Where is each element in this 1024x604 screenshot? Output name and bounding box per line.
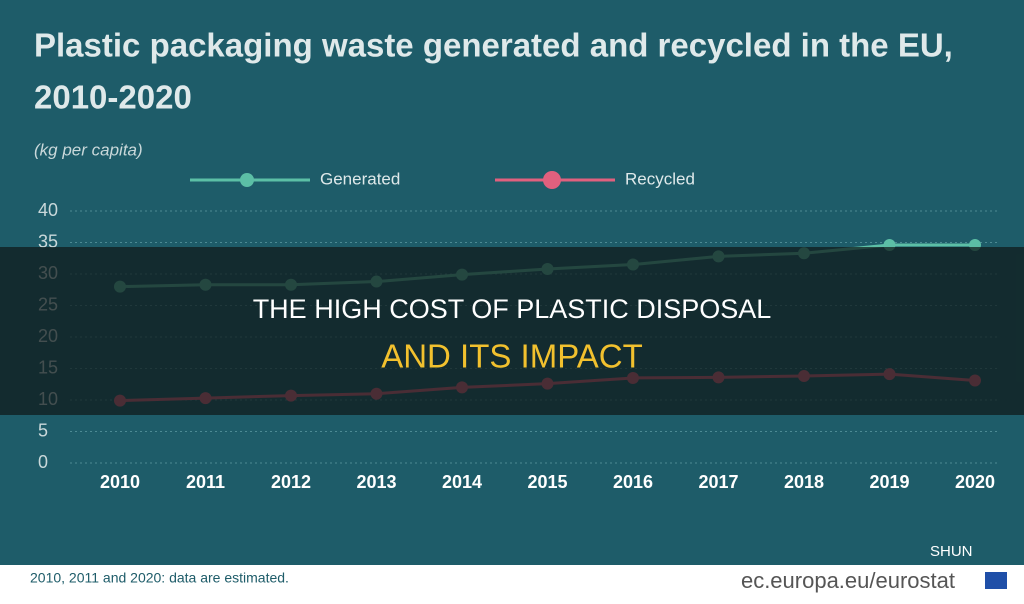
y-tick-label: 35 (38, 231, 58, 251)
x-tick-label: 2016 (613, 472, 653, 492)
overlay-band (0, 247, 1024, 415)
legend-marker (240, 173, 254, 187)
x-tick-label: 2013 (356, 472, 396, 492)
eu-flag (985, 572, 1007, 589)
y-tick-label: 40 (38, 200, 58, 220)
footnote: 2010, 2011 and 2020: data are estimated. (30, 570, 289, 586)
x-tick-label: 2020 (955, 472, 995, 492)
watermark: SHUN (930, 543, 973, 560)
x-tick-label: 2011 (186, 472, 225, 492)
x-tick-label: 2018 (784, 472, 824, 492)
x-tick-label: 2012 (271, 472, 311, 492)
chart-title: Plastic packaging waste generated and re… (34, 27, 953, 64)
x-tick-label: 2017 (698, 472, 738, 492)
source: ec.europa.eu/eurostat (741, 568, 955, 593)
footer-bg (0, 565, 1024, 604)
legend-marker (543, 171, 561, 189)
overlay-title: THE HIGH COST OF PLASTIC DISPOSAL (253, 294, 772, 324)
x-tick-label: 2010 (100, 472, 140, 492)
overlay-subtitle: AND ITS IMPACT (381, 338, 643, 375)
chart-title: 2010-2020 (34, 79, 192, 116)
legend-label: Recycled (625, 169, 695, 188)
x-tick-label: 2015 (527, 472, 567, 492)
x-tick-label: 2019 (869, 472, 909, 492)
y-tick-label: 5 (38, 420, 48, 440)
legend-label: Generated (320, 169, 400, 188)
chart-subtitle: (kg per capita) (34, 140, 143, 159)
x-tick-label: 2014 (442, 472, 482, 492)
y-tick-label: 0 (38, 452, 48, 472)
